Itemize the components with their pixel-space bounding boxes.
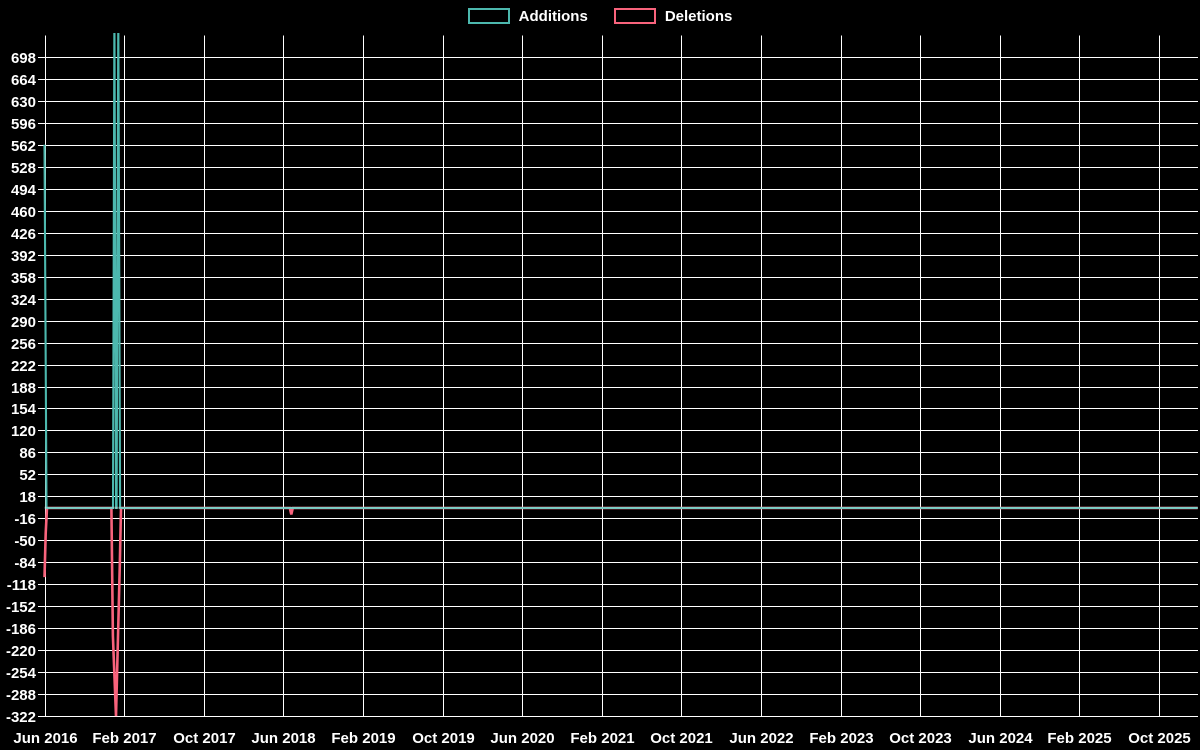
y-tick-label: 392 <box>11 248 36 265</box>
y-tick-label: 460 <box>11 204 36 221</box>
y-tick-label: -186 <box>6 621 36 638</box>
y-tick-label: -322 <box>6 709 36 726</box>
y-tick-label: 426 <box>11 226 36 243</box>
legend-label-additions: Additions <box>518 7 588 25</box>
x-tick-label: Oct 2025 <box>1128 730 1191 747</box>
y-tick-label: 86 <box>19 445 36 462</box>
y-tick-label: 630 <box>11 94 36 111</box>
x-tick-label: Feb 2021 <box>570 730 634 747</box>
x-tick-label: Feb 2019 <box>331 730 395 747</box>
x-tick-label: Feb 2017 <box>92 730 156 747</box>
chart-legend: Additions Deletions <box>0 8 1200 24</box>
x-tick-label: Oct 2019 <box>412 730 475 747</box>
x-tick-label: Jun 2024 <box>968 730 1033 747</box>
y-tick-label: 494 <box>11 182 37 199</box>
y-tick-label: -152 <box>6 599 36 616</box>
y-tick-label: -50 <box>14 533 36 550</box>
legend-label-deletions: Deletions <box>664 7 733 25</box>
y-tick-label: -254 <box>6 665 37 682</box>
y-tick-label: -16 <box>14 511 36 528</box>
x-tick-label: Jun 2016 <box>13 730 77 747</box>
y-tick-label: 188 <box>11 380 36 397</box>
legend-item-additions[interactable]: Additions <box>467 7 588 25</box>
additions-line <box>43 33 1198 510</box>
y-tick-label: -220 <box>6 643 36 660</box>
x-tick-label: Oct 2021 <box>650 730 713 747</box>
y-tick-label: 256 <box>11 336 36 353</box>
y-tick-label: 664 <box>11 72 37 89</box>
y-tick-label: 358 <box>11 270 36 287</box>
x-tick-label: Oct 2023 <box>889 730 952 747</box>
x-tick-label: Jun 2022 <box>729 730 793 747</box>
y-tick-label: 222 <box>11 358 36 375</box>
x-tick-label: Feb 2025 <box>1047 730 1111 747</box>
gridlines <box>38 35 1198 717</box>
deletions-line <box>43 506 1198 717</box>
x-tick-label: Jun 2018 <box>251 730 315 747</box>
y-tick-label: 562 <box>11 138 36 155</box>
y-tick-label: 596 <box>11 116 36 133</box>
additions-swatch-icon <box>467 8 510 24</box>
y-tick-label: 324 <box>11 292 37 309</box>
y-tick-label: -288 <box>6 687 36 704</box>
y-tick-label: 52 <box>19 467 36 484</box>
y-tick-label: 698 <box>11 50 36 67</box>
series-lines <box>43 33 1198 717</box>
x-tick-label: Oct 2017 <box>173 730 236 747</box>
y-tick-label: 120 <box>11 423 36 440</box>
y-tick-label: -84 <box>14 555 36 572</box>
y-tick-label: -118 <box>7 577 36 594</box>
y-tick-label: 528 <box>11 160 36 177</box>
y-tick-label: 290 <box>11 314 36 331</box>
x-tick-label: Feb 2023 <box>809 730 873 747</box>
y-tick-label: 154 <box>11 401 37 418</box>
x-tick-label: Jun 2020 <box>490 730 554 747</box>
y-tick-label: 18 <box>19 489 36 506</box>
legend-item-deletions[interactable]: Deletions <box>613 7 733 25</box>
deletions-swatch-icon <box>613 8 656 24</box>
